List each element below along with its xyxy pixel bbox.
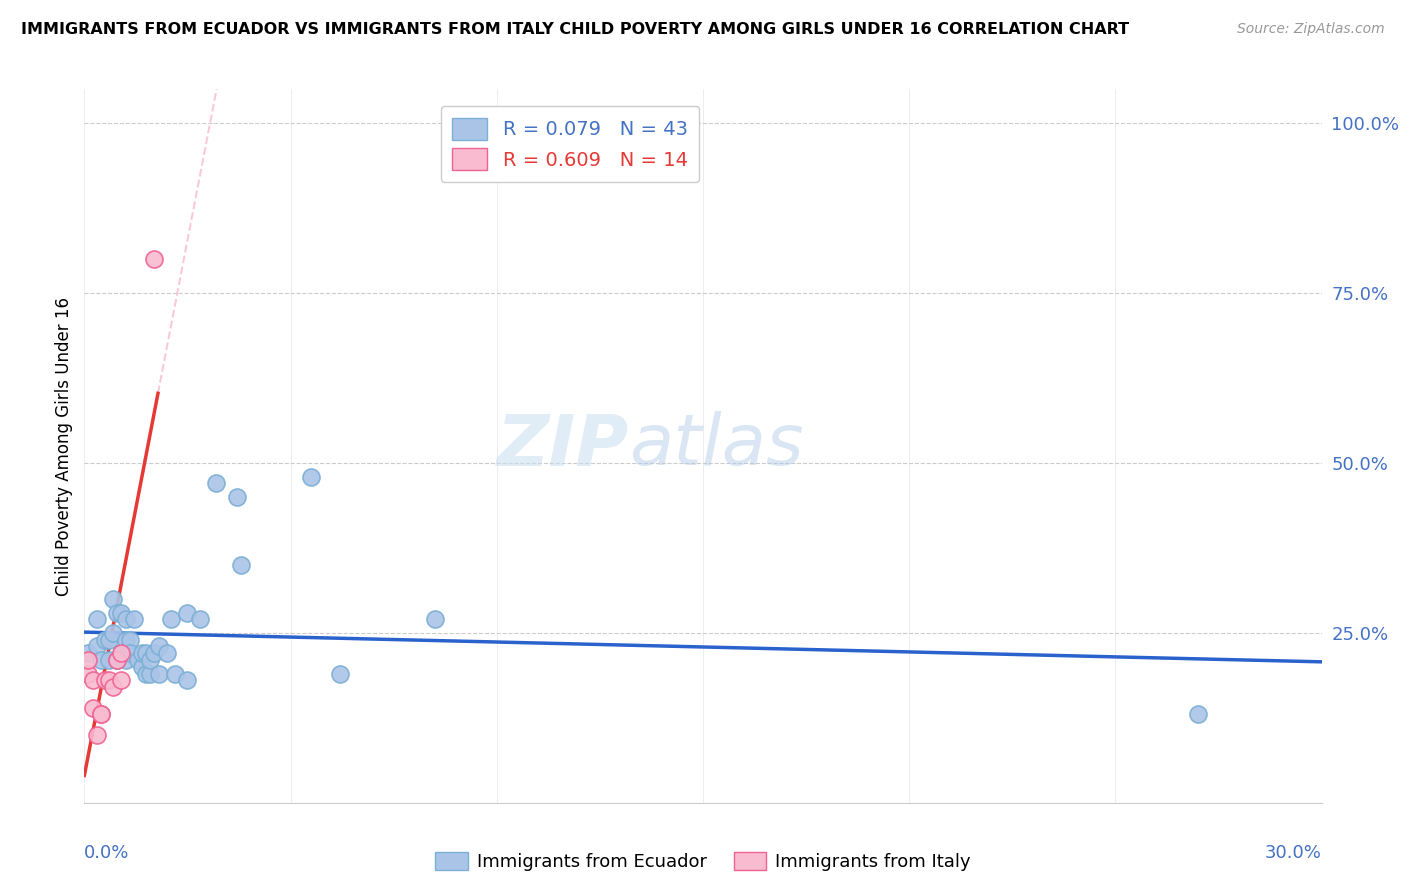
Point [105, 653, 128, 667]
Point [131, 660, 153, 674]
Point [156, 646, 179, 660]
Text: ZIP: ZIP [496, 411, 628, 481]
Point [127, 653, 149, 667]
Y-axis label: Child Poverty Among Girls Under 16: Child Poverty Among Girls Under 16 [55, 296, 73, 596]
Text: IMMIGRANTS FROM ECUADOR VS IMMIGRANTS FROM ITALY CHILD POVERTY AMONG GIRLS UNDER: IMMIGRANTS FROM ECUADOR VS IMMIGRANTS FR… [21, 22, 1129, 37]
Legend: Immigrants from Ecuador, Immigrants from Italy: Immigrants from Ecuador, Immigrants from… [427, 845, 979, 879]
Point [160, 612, 183, 626]
Point [110, 606, 132, 620]
Point [135, 646, 157, 660]
Point [82, 700, 104, 714]
Point [131, 646, 153, 660]
Point [103, 680, 125, 694]
Point [1187, 707, 1209, 722]
Point [176, 673, 198, 688]
Point [110, 646, 132, 660]
Point [90, 707, 112, 722]
Point [98, 632, 121, 647]
Point [114, 632, 136, 647]
Point [86, 728, 108, 742]
Point [110, 646, 132, 660]
Text: 0.0%: 0.0% [84, 844, 129, 862]
Point [143, 646, 166, 660]
Point [94, 632, 117, 647]
Point [105, 653, 128, 667]
Point [148, 640, 170, 654]
Point [103, 591, 125, 606]
Point [114, 653, 136, 667]
Point [229, 558, 252, 572]
Point [205, 476, 228, 491]
Point [226, 490, 249, 504]
Point [77, 666, 100, 681]
Point [329, 666, 352, 681]
Point [148, 666, 170, 681]
Point [114, 612, 136, 626]
Legend: R = 0.079   N = 43, R = 0.609   N = 14: R = 0.079 N = 43, R = 0.609 N = 14 [440, 106, 699, 182]
Point [118, 646, 141, 660]
Point [118, 632, 141, 647]
Point [135, 666, 157, 681]
Point [105, 606, 128, 620]
Point [299, 469, 322, 483]
Point [165, 666, 187, 681]
Point [98, 673, 121, 688]
Point [188, 612, 211, 626]
Point [105, 653, 128, 667]
Point [94, 673, 117, 688]
Point [77, 653, 100, 667]
Point [103, 626, 125, 640]
Point [86, 612, 108, 626]
Point [139, 653, 162, 667]
Point [176, 606, 198, 620]
Point [82, 673, 104, 688]
Point [139, 666, 162, 681]
Point [98, 653, 121, 667]
Text: 30.0%: 30.0% [1265, 844, 1322, 862]
Text: Source: ZipAtlas.com: Source: ZipAtlas.com [1237, 22, 1385, 37]
Point [90, 653, 112, 667]
Point [143, 252, 166, 266]
Point [90, 707, 112, 722]
Text: atlas: atlas [628, 411, 803, 481]
Point [77, 646, 100, 660]
Point [86, 640, 108, 654]
Point [122, 612, 145, 626]
Point [423, 612, 446, 626]
Point [110, 673, 132, 688]
